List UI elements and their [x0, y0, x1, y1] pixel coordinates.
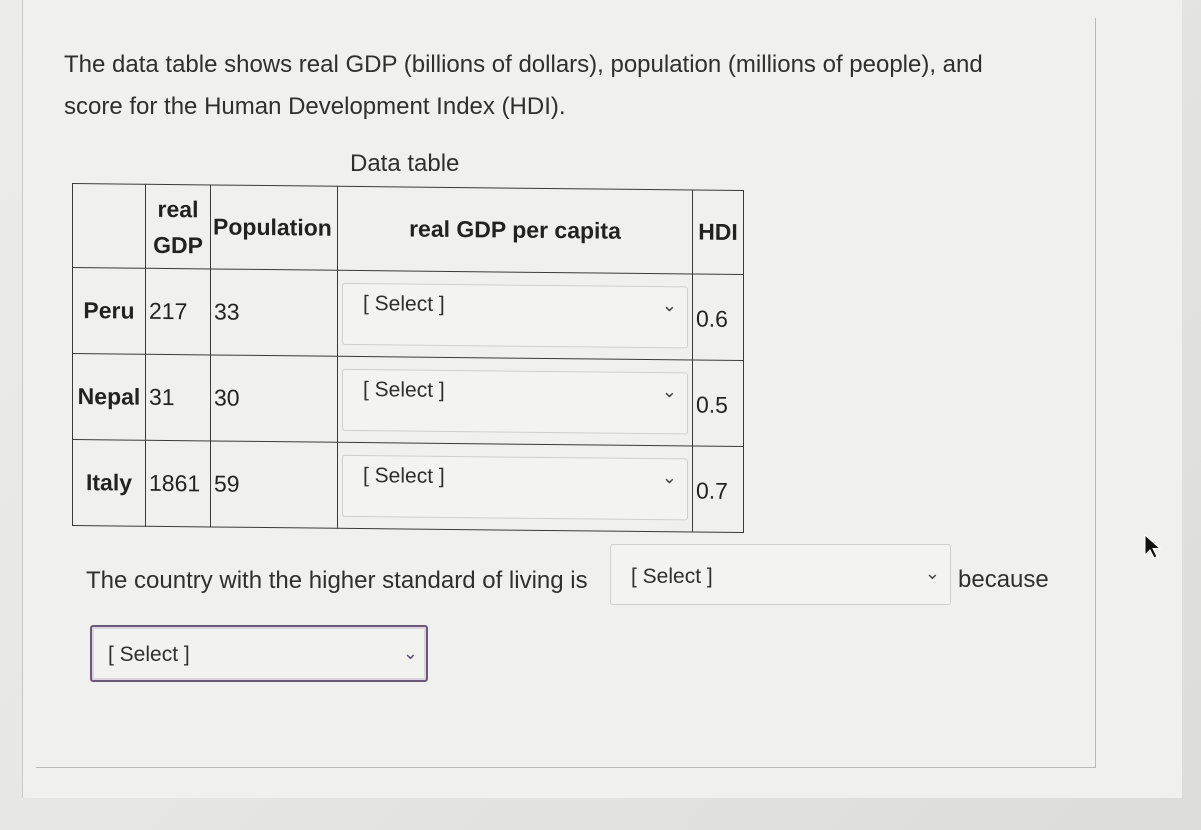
table-row: Italy 1861 59 [ Select ] ⌄ 0.7	[72, 439, 744, 533]
select-label: [ Select ]	[108, 643, 190, 666]
select-label: [ Select ]	[363, 463, 445, 488]
reason-select[interactable]: [ Select ] ⌄	[90, 625, 428, 682]
row-country: Peru	[72, 267, 146, 355]
select-label: [ Select ]	[363, 377, 445, 402]
chevron-down-icon: ⌄	[661, 294, 677, 315]
row-population: 30	[210, 354, 338, 443]
row-hdi: 0.7	[692, 445, 744, 533]
row-per-capita-cell: [ Select ] ⌄	[337, 442, 693, 532]
row-country: Nepal	[72, 353, 146, 441]
row-gdp: 31	[145, 354, 211, 441]
higher-standard-country-select[interactable]: [ Select ] ⌄	[610, 544, 951, 605]
data-table: real GDP Population real GDP per capita …	[72, 183, 744, 533]
table-row: Nepal 31 30 [ Select ] ⌄ 0.5	[72, 353, 744, 447]
chevron-down-icon: ⌄	[661, 466, 677, 487]
row-population: 59	[210, 440, 338, 529]
question-intro-text: The data table shows real GDP (billions …	[64, 51, 983, 120]
table-header-row: real GDP Population real GDP per capita …	[72, 183, 744, 275]
per-capita-select-italy[interactable]: [ Select ] ⌄	[342, 454, 688, 520]
header-hdi: HDI	[692, 189, 744, 275]
chevron-down-icon: ⌄	[661, 380, 677, 401]
select-label: [ Select ]	[631, 565, 713, 588]
header-population: Population	[210, 184, 338, 271]
standard-of-living-question: The country with the higher standard of …	[86, 567, 588, 594]
because-text: because	[958, 566, 1049, 593]
select-label: [ Select ]	[363, 291, 445, 316]
row-hdi: 0.5	[692, 359, 744, 447]
row-population: 33	[210, 268, 338, 357]
question-content-frame	[36, 18, 1096, 768]
header-real-gdp: real GDP	[145, 184, 211, 269]
mouse-pointer-icon	[1144, 533, 1162, 559]
row-per-capita-cell: [ Select ] ⌄	[337, 270, 693, 360]
table-row: Peru 217 33 [ Select ] ⌄ 0.6	[72, 267, 744, 361]
data-table-title: Data table	[350, 150, 460, 177]
per-capita-select-nepal[interactable]: [ Select ] ⌄	[342, 368, 688, 434]
row-per-capita-cell: [ Select ] ⌄	[337, 356, 693, 446]
per-capita-select-peru[interactable]: [ Select ] ⌄	[342, 282, 688, 348]
row-country: Italy	[72, 439, 146, 527]
chevron-down-icon: ⌄	[402, 643, 418, 663]
row-gdp: 1861	[145, 440, 211, 527]
header-country	[72, 183, 146, 269]
row-hdi: 0.6	[692, 273, 744, 361]
chevron-down-icon: ⌄	[924, 563, 940, 583]
row-gdp: 217	[145, 268, 211, 355]
header-gdp-per-capita: real GDP per capita	[337, 186, 693, 274]
